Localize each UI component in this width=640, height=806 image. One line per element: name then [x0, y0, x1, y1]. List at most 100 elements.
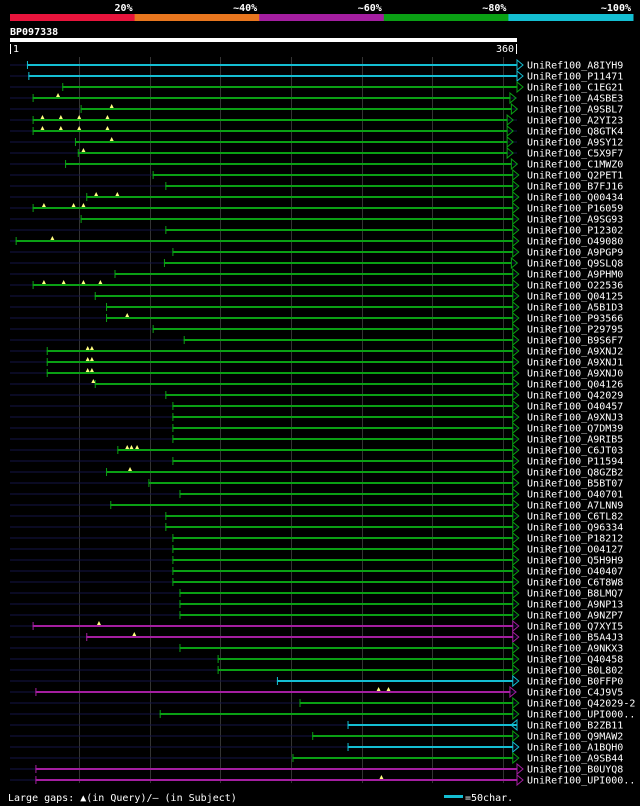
hit-row[interactable]: UniRef100_B2ZB11	[10, 718, 623, 732]
hit-row[interactable]: UniRef100_UPI000..	[10, 707, 635, 721]
hit-label[interactable]: UniRef100_B0L802	[527, 666, 623, 677]
hit-row[interactable]: UniRef100_A4SBE3	[10, 91, 623, 105]
hit-row[interactable]: UniRef100_Q8GTK4	[10, 124, 623, 138]
hit-label[interactable]: UniRef100_C6JT03	[527, 446, 623, 457]
hit-row[interactable]: UniRef100_UPI000..	[10, 773, 635, 787]
hit-label[interactable]: UniRef100_C6T8W8	[527, 578, 623, 589]
hit-label[interactable]: UniRef100_Q40458	[527, 655, 623, 666]
hit-label[interactable]: UniRef100_UPI000..	[527, 710, 635, 721]
hit-row[interactable]: UniRef100_O40407	[10, 564, 623, 578]
hit-label[interactable]: UniRef100_Q04126	[527, 380, 623, 391]
hit-label[interactable]: UniRef100_A9SG93	[527, 215, 623, 226]
hit-label[interactable]: UniRef100_C6TL82	[527, 512, 623, 523]
hit-row[interactable]: UniRef100_P11471	[10, 69, 623, 83]
hit-row[interactable]: UniRef100_O49080	[10, 234, 623, 248]
hit-label[interactable]: UniRef100_Q04125	[527, 292, 623, 303]
hit-label[interactable]: UniRef100_Q7XYI5	[527, 622, 623, 633]
hit-row[interactable]: UniRef100_P29795	[10, 322, 623, 336]
hit-row[interactable]: UniRef100_Q42029	[10, 388, 623, 402]
hit-row[interactable]: UniRef100_C6JT03	[10, 443, 623, 457]
hit-label[interactable]: UniRef100_A9XNJ1	[527, 358, 623, 369]
hit-row[interactable]: UniRef100_Q9SLQ8	[10, 256, 623, 270]
hit-row[interactable]: UniRef100_A9XNJ1	[10, 355, 623, 369]
hit-label[interactable]: UniRef100_A9XNJ0	[527, 369, 623, 380]
hit-row[interactable]: UniRef100_O40701	[10, 487, 623, 501]
hit-label[interactable]: UniRef100_A9SBL7	[527, 105, 623, 116]
hit-label[interactable]: UniRef100_B0UYQ8	[527, 765, 623, 776]
hit-label[interactable]: UniRef100_P18212	[527, 534, 623, 545]
hit-label[interactable]: UniRef100_A7LNN9	[527, 501, 623, 512]
hit-label[interactable]: UniRef100_A9XNJ3	[527, 413, 623, 424]
hit-label[interactable]: UniRef100_B0FFP0	[527, 677, 623, 688]
hit-row[interactable]: UniRef100_C6TL82	[10, 509, 623, 523]
hit-label[interactable]: UniRef100_Q9MAW2	[527, 732, 623, 743]
hit-label[interactable]: UniRef100_A2YI23	[527, 116, 623, 127]
hit-label[interactable]: UniRef100_A4SBE3	[527, 94, 623, 105]
hit-label[interactable]: UniRef100_A8IYH9	[527, 61, 623, 72]
hit-row[interactable]: UniRef100_A9PGP9	[10, 245, 623, 259]
hit-row[interactable]: UniRef100_A9NP13	[10, 597, 623, 611]
hit-label[interactable]: UniRef100_P29795	[527, 325, 623, 336]
hit-row[interactable]: UniRef100_Q96334	[10, 520, 623, 534]
hit-label[interactable]: UniRef100_B7FJ16	[527, 182, 623, 193]
hit-row[interactable]: UniRef100_C1MWZ0	[10, 157, 623, 171]
hit-label[interactable]: UniRef100_Q96334	[527, 523, 623, 534]
hit-row[interactable]: UniRef100_B5A4J3	[10, 630, 623, 644]
hit-label[interactable]: UniRef100_A9NP13	[527, 600, 623, 611]
hit-row[interactable]: UniRef100_P16059	[10, 201, 623, 215]
hit-row[interactable]: UniRef100_Q42029-2	[10, 696, 635, 710]
hit-label[interactable]: UniRef100_Q5H9H9	[527, 556, 623, 567]
hit-label[interactable]: UniRef100_A9XNJ2	[527, 347, 623, 358]
hit-label[interactable]: UniRef100_A9PHM0	[527, 270, 623, 281]
hit-label[interactable]: UniRef100_P93566	[527, 314, 623, 325]
hit-label[interactable]: UniRef100_A9PGP9	[527, 248, 623, 259]
hit-row[interactable]: UniRef100_P12302	[10, 223, 623, 237]
hit-label[interactable]: UniRef100_A9RIB5	[527, 435, 623, 446]
hit-label[interactable]: UniRef100_A5B1D3	[527, 303, 623, 314]
hit-row[interactable]: UniRef100_A9SBL7	[10, 102, 623, 116]
hit-label[interactable]: UniRef100_A9NZP7	[527, 611, 623, 622]
hit-label[interactable]: UniRef100_Q8GZB2	[527, 468, 623, 479]
hit-label[interactable]: UniRef100_O40457	[527, 402, 623, 413]
hit-label[interactable]: UniRef100_Q9SLQ8	[527, 259, 623, 270]
hit-label[interactable]: UniRef100_C5X9F7	[527, 149, 623, 160]
hit-row[interactable]: UniRef100_B0UYQ8	[10, 762, 623, 776]
hit-row[interactable]: UniRef100_A9RIB5	[10, 432, 623, 446]
hit-row[interactable]: UniRef100_C4J9V5	[10, 685, 623, 699]
hit-row[interactable]: UniRef100_B9S6F7	[10, 333, 623, 347]
hit-row[interactable]: UniRef100_P18212	[10, 531, 623, 545]
hit-label[interactable]: UniRef100_P16059	[527, 204, 623, 215]
hit-label[interactable]: UniRef100_A1BQH0	[527, 743, 623, 754]
hit-row[interactable]: UniRef100_Q7DM39	[10, 421, 623, 435]
hit-row[interactable]: UniRef100_B7FJ16	[10, 179, 623, 193]
hit-label[interactable]: UniRef100_B2ZB11	[527, 721, 623, 732]
hit-label[interactable]: UniRef100_O22536	[527, 281, 623, 292]
hit-label[interactable]: UniRef100_A9NKX3	[527, 644, 623, 655]
hit-label[interactable]: UniRef100_P11594	[527, 457, 623, 468]
hit-label[interactable]: UniRef100_Q7DM39	[527, 424, 623, 435]
hit-label[interactable]: UniRef100_C4J9V5	[527, 688, 623, 699]
hit-row[interactable]: UniRef100_A2YI23	[10, 113, 623, 127]
hit-row[interactable]: UniRef100_O22536	[10, 278, 623, 292]
hit-row[interactable]: UniRef100_Q8GZB2	[10, 465, 623, 479]
hit-label[interactable]: UniRef100_O40407	[527, 567, 623, 578]
hit-row[interactable]: UniRef100_A9NKX3	[10, 641, 623, 655]
hit-row[interactable]: UniRef100_A9PHM0	[10, 267, 623, 281]
hit-row[interactable]: UniRef100_Q9MAW2	[10, 729, 623, 743]
hit-label[interactable]: UniRef100_C1EG21	[527, 83, 623, 94]
hit-label[interactable]: UniRef100_O04127	[527, 545, 623, 556]
hit-label[interactable]: UniRef100_P12302	[527, 226, 623, 237]
hit-row[interactable]: UniRef100_A9SB44	[10, 751, 623, 765]
hit-label[interactable]: UniRef100_UPI000..	[527, 776, 635, 787]
hit-label[interactable]: UniRef100_B5A4J3	[527, 633, 623, 644]
hit-row[interactable]: UniRef100_C1EG21	[10, 80, 623, 94]
hit-row[interactable]: UniRef100_B5BT07	[10, 476, 623, 490]
hit-row[interactable]: UniRef100_A9SG93	[10, 212, 623, 226]
hit-row[interactable]: UniRef100_A9SY12	[10, 135, 623, 149]
hit-label[interactable]: UniRef100_O40701	[527, 490, 623, 501]
hit-label[interactable]: UniRef100_P11471	[527, 72, 623, 83]
hit-row[interactable]: UniRef100_B8LMQ7	[10, 586, 623, 600]
hit-label[interactable]: UniRef100_B5BT07	[527, 479, 623, 490]
hit-label[interactable]: UniRef100_O49080	[527, 237, 623, 248]
hit-label[interactable]: UniRef100_Q8GTK4	[527, 127, 623, 138]
